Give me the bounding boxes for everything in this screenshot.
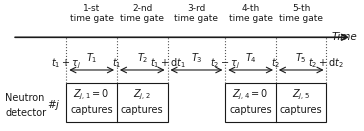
Text: $T_5$: $T_5$ bbox=[295, 51, 307, 65]
Text: captures: captures bbox=[70, 105, 113, 115]
Text: $t_2 + \mathrm{d}t_2$: $t_2 + \mathrm{d}t_2$ bbox=[309, 56, 344, 70]
Text: Time: Time bbox=[332, 32, 357, 42]
Text: $T_2$: $T_2$ bbox=[136, 51, 148, 65]
Text: $t_1 + \mathrm{d}t_1$: $t_1 + \mathrm{d}t_1$ bbox=[150, 56, 186, 70]
Text: $t_2 - \tau_j$: $t_2 - \tau_j$ bbox=[210, 56, 241, 71]
Text: $T_4$: $T_4$ bbox=[245, 51, 257, 65]
Text: $T_1$: $T_1$ bbox=[86, 51, 98, 65]
Text: $t_1 + \tau_j$: $t_1 + \tau_j$ bbox=[51, 56, 82, 71]
Bar bbox=[225, 83, 327, 122]
Text: 2-nd
time gate: 2-nd time gate bbox=[120, 4, 164, 23]
Text: 5-th
time gate: 5-th time gate bbox=[279, 4, 323, 23]
Text: detector: detector bbox=[5, 108, 46, 118]
Text: $Z_{j,1} = 0$: $Z_{j,1} = 0$ bbox=[74, 87, 110, 102]
Text: $T_3$: $T_3$ bbox=[191, 51, 202, 65]
Text: 3-rd
time gate: 3-rd time gate bbox=[174, 4, 218, 23]
Text: captures: captures bbox=[229, 105, 272, 115]
Text: $Z_{j,5}$: $Z_{j,5}$ bbox=[292, 87, 310, 102]
Text: captures: captures bbox=[121, 105, 163, 115]
Bar bbox=[66, 83, 167, 122]
Text: #$j$: #$j$ bbox=[47, 98, 60, 112]
Text: Neutron: Neutron bbox=[5, 93, 44, 103]
Text: $t_1$: $t_1$ bbox=[112, 56, 122, 70]
Text: 1-st
time gate: 1-st time gate bbox=[70, 4, 114, 23]
Text: $Z_{j,2}$: $Z_{j,2}$ bbox=[133, 87, 151, 102]
Text: $t_2$: $t_2$ bbox=[271, 56, 281, 70]
Text: captures: captures bbox=[280, 105, 323, 115]
Text: $Z_{j,4} = 0$: $Z_{j,4} = 0$ bbox=[233, 87, 269, 102]
Text: 4-th
time gate: 4-th time gate bbox=[229, 4, 273, 23]
